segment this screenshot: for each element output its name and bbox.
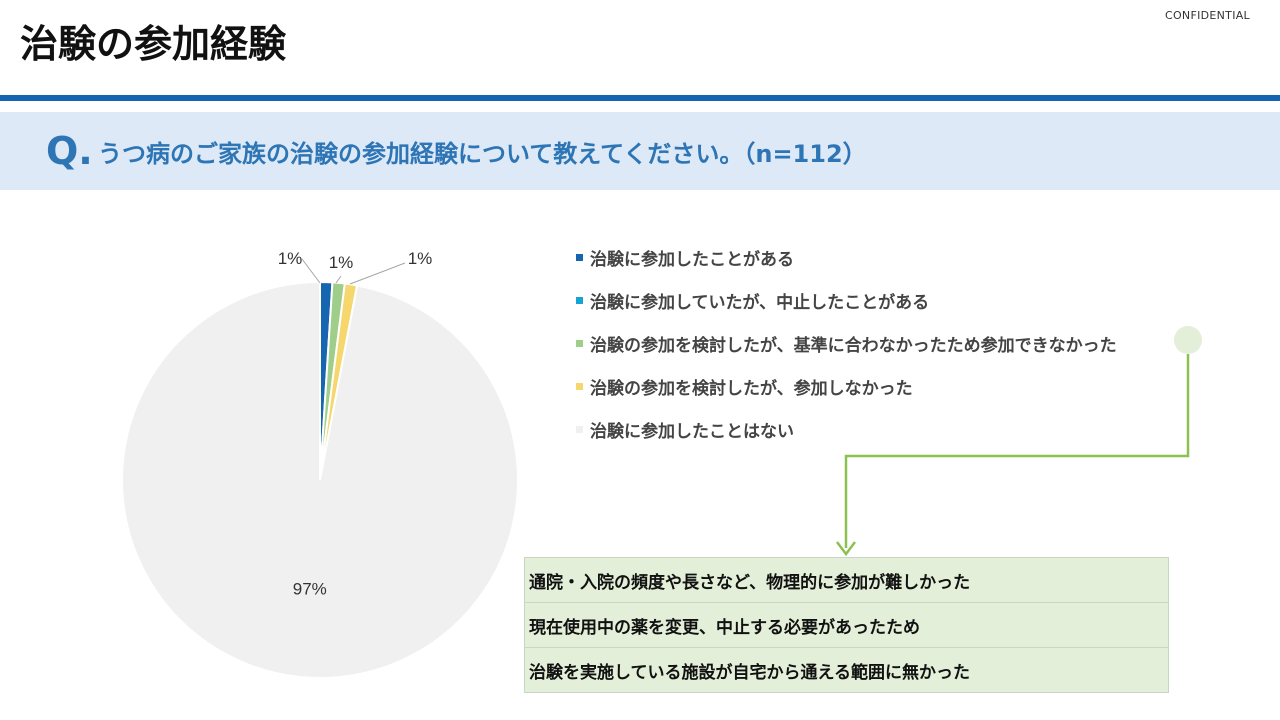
page-title: 治験の参加経験 [20, 22, 287, 66]
legend-swatch [576, 297, 583, 304]
legend-label: 治験に参加したことがある [590, 250, 794, 270]
reason-row-2: 現在使用中の薬を変更、中止する必要があったため [525, 603, 1168, 648]
data-label-4: 1% [408, 249, 433, 268]
legend-label: 治験の参加を検討したが、参加しなかった [590, 379, 913, 399]
legend-item-5: 治験に参加したことはない [576, 408, 1117, 451]
legend-item-3: 治験の参加を検討したが、基準に合わなかったため参加できなかった [576, 322, 1117, 365]
legend-item-1: 治験に参加したことがある [576, 236, 1117, 279]
legend-swatch [576, 426, 583, 433]
question-band [0, 112, 1280, 190]
chart-legend: 治験に参加したことがある 治験に参加していたが、中止したことがある 治験の参加を検討… [576, 236, 1117, 451]
leader-line-3 [335, 275, 342, 284]
reason-table: 通院・入院の頻度や長さなど、物理的に参加が難しかった 現在使用中の薬を変更、中止す… [524, 557, 1169, 693]
legend-label: 治験に参加したことはない [590, 422, 794, 442]
data-label-1: 1% [278, 249, 303, 268]
reason-row-3: 治験を実施している施設が自宅から通える範囲に無かった [529, 662, 970, 683]
leader-line-1 [301, 258, 321, 284]
legend-label: 治験の参加を検討したが、基準に合わなかったため参加できなかった [590, 336, 1117, 356]
question-text: うつ病のご家族の治験の参加経験について教えてください。（n=112） [98, 140, 867, 168]
legend-item-2: 治験に参加していたが、中止したことがある [576, 279, 1117, 322]
confidential-label: CONFIDENTIAL [1164, 9, 1250, 22]
title-divider [0, 95, 1280, 101]
legend-swatch [576, 254, 583, 261]
legend-swatch [576, 383, 583, 390]
legend-swatch [576, 340, 583, 347]
data-label-3: 1% [329, 253, 354, 272]
legend-item-4: 治験の参加を検討したが、参加しなかった [576, 365, 1117, 408]
legend-label: 治験に参加していたが、中止したことがある [590, 293, 930, 313]
leader-line-4 [349, 262, 406, 285]
pie-slice-5 [121, 280, 519, 679]
question-mark: Q. [46, 129, 93, 173]
data-label-5: 97% [293, 579, 327, 598]
reason-row-1: 通院・入院の頻度や長さなど、物理的に参加が難しかった [525, 558, 1168, 603]
